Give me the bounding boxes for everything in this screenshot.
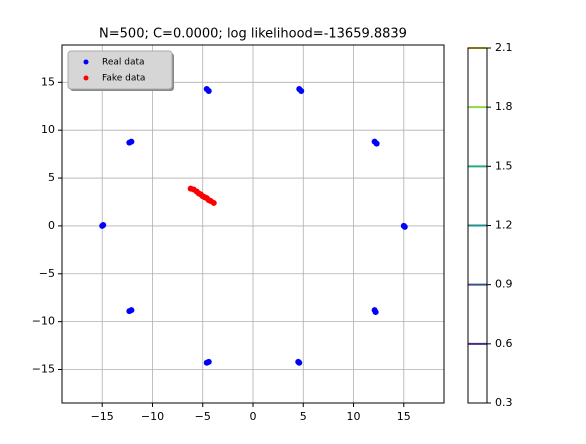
- legend-box: [67, 50, 173, 90]
- x-tick-label: 0: [250, 410, 257, 423]
- point: [205, 358, 212, 365]
- point: [401, 223, 408, 230]
- chart-title: N=500; C=0.0000; log likelihood=-13659.8…: [99, 27, 407, 42]
- y-tick-label: −15: [32, 362, 55, 375]
- y-tick-label: −10: [32, 315, 55, 328]
- legend-marker: [83, 75, 89, 81]
- point: [100, 221, 107, 228]
- point: [210, 199, 217, 206]
- legend-marker: [83, 59, 89, 65]
- legend-label: Fake data: [102, 74, 145, 84]
- point: [298, 87, 305, 94]
- colorbar-tick-label: 1.5: [495, 159, 513, 172]
- point: [295, 358, 302, 365]
- x-tick-label: −15: [91, 410, 114, 423]
- x-tick-label: −10: [141, 410, 164, 423]
- y-tick-label: −5: [39, 267, 55, 280]
- colorbar-tick-label: 0.6: [495, 337, 513, 350]
- point: [126, 308, 133, 315]
- y-tick-label: 10: [41, 123, 55, 136]
- x-tick-label: 5: [300, 410, 307, 423]
- colorbar-tick-label: 0.9: [495, 278, 513, 291]
- colorbar-tick-label: 1.8: [495, 100, 513, 113]
- x-tick-label: 15: [397, 410, 411, 423]
- y-tick-label: 15: [41, 75, 55, 88]
- point: [373, 140, 380, 147]
- colorbar-tick-label: 0.3: [495, 396, 513, 409]
- point: [372, 309, 379, 316]
- axes-frame: [61, 44, 445, 404]
- point: [126, 139, 133, 146]
- y-tick-label: 5: [48, 171, 55, 184]
- legend-label: Real data: [102, 58, 145, 68]
- x-tick-label: 10: [347, 410, 361, 423]
- y-tick-label: 0: [48, 219, 55, 232]
- colorbar-tick-label: 2.1: [495, 41, 513, 54]
- point: [205, 87, 212, 94]
- colorbar-tick-label: 1.2: [495, 219, 513, 232]
- x-tick-label: −5: [195, 410, 211, 423]
